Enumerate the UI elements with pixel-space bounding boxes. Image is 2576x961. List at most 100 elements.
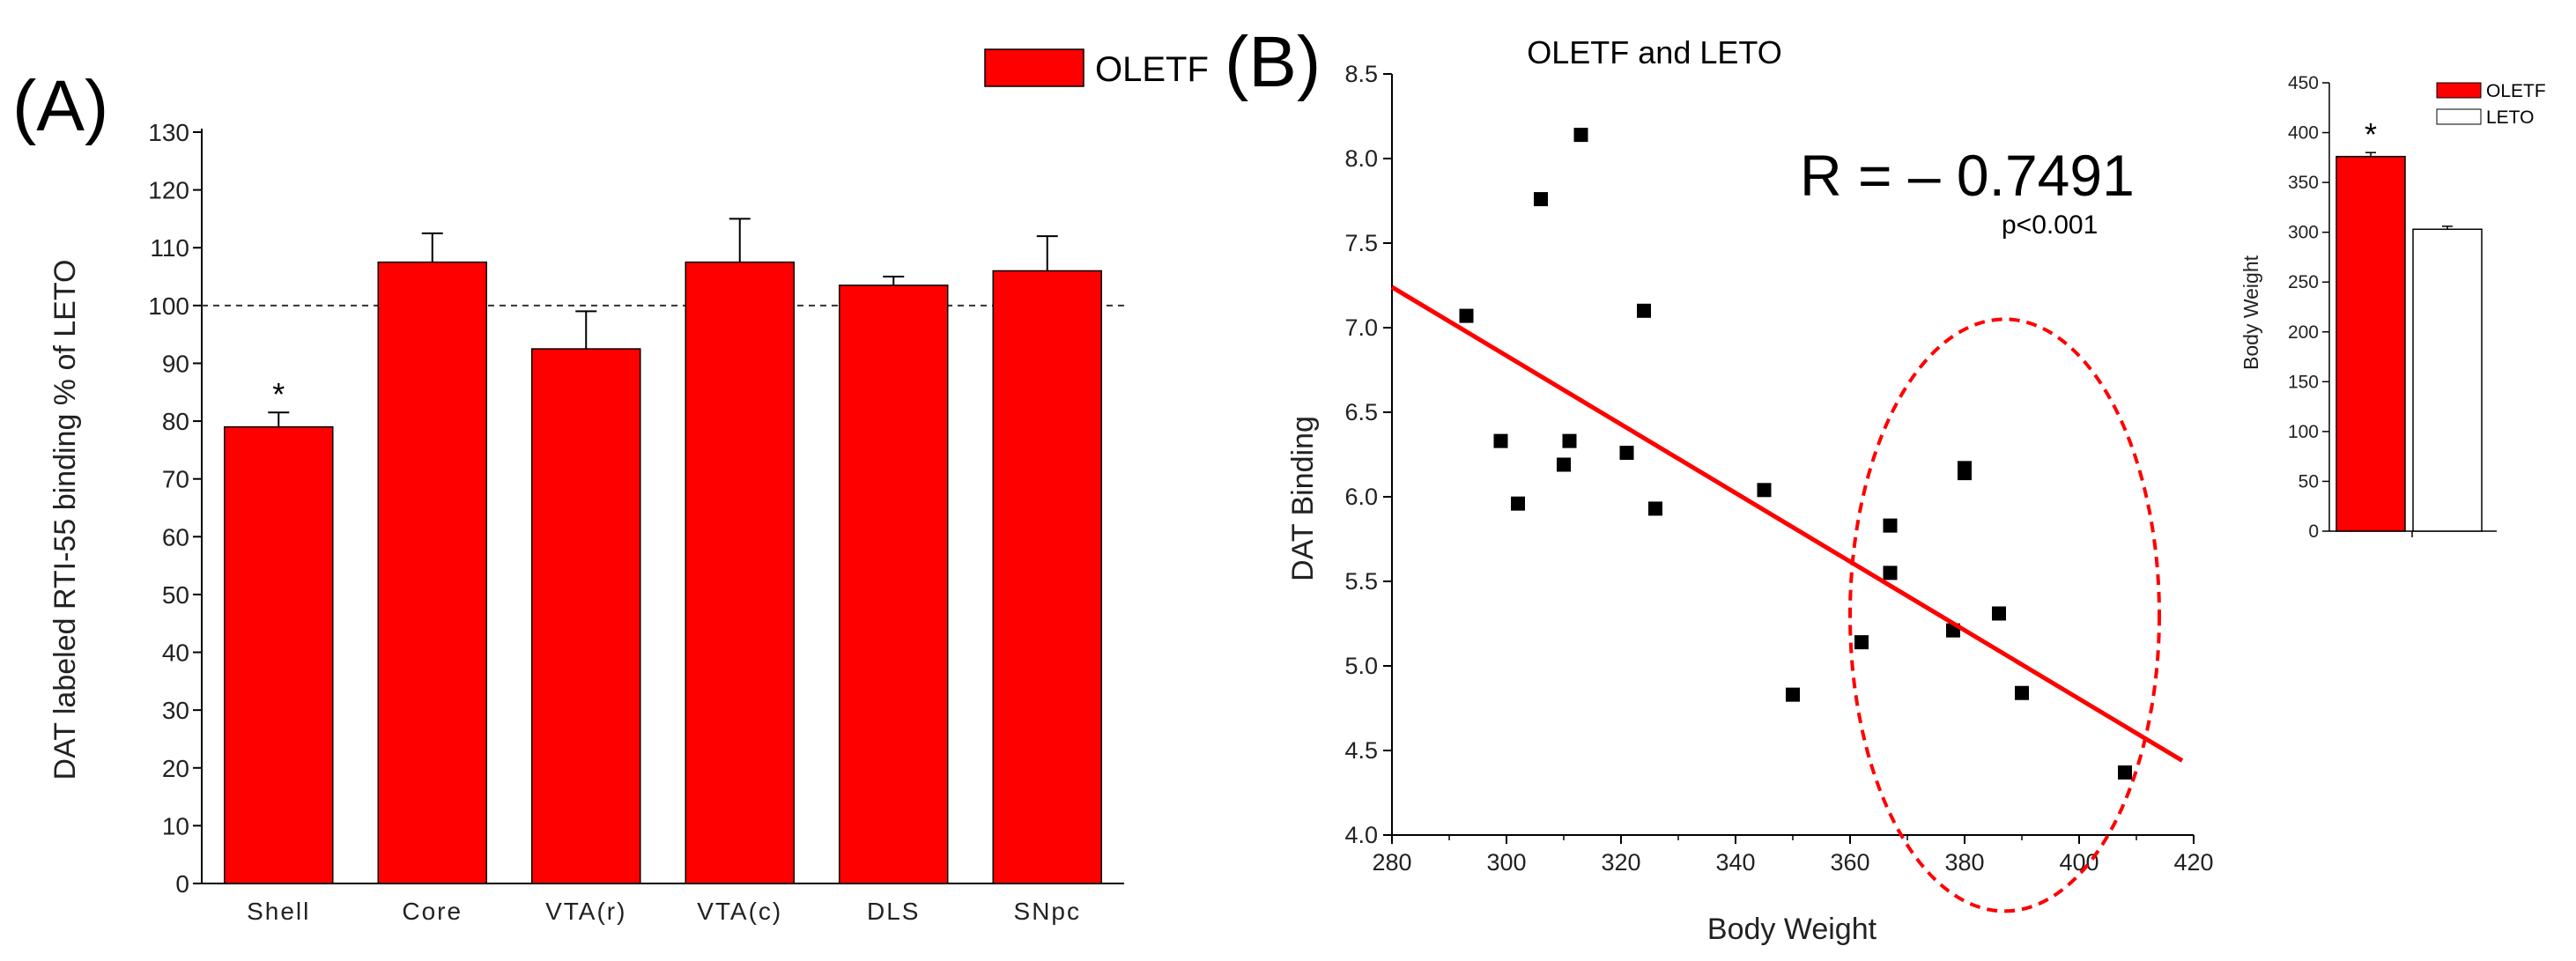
data-point <box>1511 496 1525 511</box>
data-point <box>2015 685 2029 700</box>
inset-ylabel: Body Weight <box>2239 255 2262 370</box>
panel-b-ytick-label: 7.0 <box>1344 314 1378 341</box>
panel-b-xtick-label: 400 <box>2059 849 2099 876</box>
panel-a-xtick-label: VTA(r) <box>545 898 626 925</box>
inset-ytick-label: 250 <box>2288 272 2319 292</box>
inset-ytick-label: 350 <box>2288 173 2319 193</box>
inset-axes: 0 50 100 150 200 250 300 350 400 450 <box>2288 73 2497 542</box>
panel-a-ytick-label: 90 <box>162 350 189 377</box>
panel-b-label: (B) <box>1225 22 1321 102</box>
data-point <box>1854 635 1869 650</box>
panel-a-label: (A) <box>12 66 108 146</box>
inset-bars: * <box>2335 116 2483 532</box>
panel-a-ytick-label: 130 <box>148 119 189 146</box>
panel-b-ytick-label: 6.0 <box>1344 484 1378 510</box>
panel-a-ytick-label: 40 <box>162 639 189 667</box>
data-point <box>1534 192 1548 207</box>
data-point <box>1992 606 2006 621</box>
inset-ytick-label: 100 <box>2288 422 2319 442</box>
panel-a-bars: Shell * Core VTA(r) VTA(c) DLS SNpc <box>224 218 1102 925</box>
panel-a-ytick-label: 120 <box>148 177 189 204</box>
panel-b-ytick-label: 6.5 <box>1344 399 1378 425</box>
panel-a-xtick-label: VTA(c) <box>697 898 782 925</box>
panel-b-axes: 280 300 320 340 360 380 400 420 4.0 4.5 5.0 5.5 6.0 6… <box>1344 61 2213 876</box>
panel-a-ytick-label: 80 <box>162 408 189 435</box>
panel-b-ytick-label: 5.0 <box>1344 653 1378 679</box>
panel-b-title: OLETF and LETO <box>1527 34 1781 70</box>
panel-b-xtick-label: 420 <box>2173 849 2213 876</box>
panel-a-ytick-label: 100 <box>148 292 189 320</box>
panel-b-xtick-label: 360 <box>1830 849 1869 876</box>
panel-b-xtick-label: 300 <box>1486 849 1526 876</box>
panel-b-ytick-label: 7.5 <box>1344 230 1378 256</box>
data-point <box>1637 303 1651 318</box>
data-point <box>1958 461 1972 476</box>
panel-b-ytick-label: 8.5 <box>1344 61 1378 87</box>
bar-vtac <box>685 261 795 884</box>
data-point <box>1883 518 1898 533</box>
data-point <box>1786 687 1800 702</box>
inset-legend-label-leto: LETO <box>2486 107 2534 128</box>
data-point <box>1883 566 1898 580</box>
panel-b-ytick-label: 5.5 <box>1344 568 1378 595</box>
panel-a-legend: OLETF <box>984 48 1209 89</box>
panel-a-ytick-label: 10 <box>162 812 189 839</box>
correlation-p-value: p<0.001 <box>2002 211 2098 240</box>
data-point <box>2118 765 2132 780</box>
panel-b-xtick-label: 320 <box>1601 849 1640 876</box>
panel-b-ylabel: DAT Binding <box>1286 416 1320 581</box>
data-point <box>1459 308 1474 323</box>
panel-a-ytick-label: 0 <box>175 870 189 898</box>
panel-a-ytick-label: 30 <box>162 697 189 724</box>
panel-b-chart: (B) OLETF and LETO R = – 0.7491 p<0.001 … <box>1225 22 2546 946</box>
inset-legend-swatch-leto <box>2436 108 2482 125</box>
inset-ytick-label: 400 <box>2288 123 2319 144</box>
inset-significance-star: * <box>2365 116 2377 152</box>
panel-a-xtick-label: Core <box>402 898 463 925</box>
correlation-r-value: R = – 0.7491 <box>1800 143 2135 208</box>
inset-legend-label-oletf: OLETF <box>2486 81 2546 101</box>
data-point <box>1562 433 1577 448</box>
bar-dls <box>839 285 949 884</box>
inset-bar-leto <box>2412 228 2483 532</box>
highlight-circle <box>1848 317 2161 913</box>
bar-snpc <box>992 270 1102 884</box>
bar-vtar <box>531 348 641 884</box>
inset-ytick-label: 200 <box>2288 322 2319 343</box>
panel-b-ytick-label: 4.0 <box>1344 822 1378 848</box>
panel-b-ytick-label: 8.0 <box>1344 145 1378 172</box>
panel-b-xtick-label: 340 <box>1715 849 1755 876</box>
inset-bar-oletf <box>2335 155 2406 532</box>
data-point <box>1757 483 1772 498</box>
data-point <box>1493 433 1508 448</box>
panel-b-ytick-label: 4.5 <box>1344 737 1378 764</box>
inset-ytick-label: 50 <box>2298 471 2319 492</box>
data-point <box>1573 128 1588 143</box>
inset-legend-swatch-oletf <box>2436 82 2482 99</box>
data-point <box>1557 457 1571 472</box>
panel-a-axes: 0 10 20 30 40 50 60 70 80 90 100 110 120 130 <box>148 119 1124 898</box>
panel-a-ylabel: DAT labeled RTI-55 binding % of LETO <box>48 260 82 780</box>
panel-b-xlabel: Body Weight <box>1707 913 1877 946</box>
panel-a-ytick-label: 70 <box>162 466 189 493</box>
panel-a-ytick-label: 60 <box>162 523 189 551</box>
panel-a-xtick-label: SNpc <box>1014 898 1081 925</box>
legend-swatch-oletf <box>984 48 1084 87</box>
inset-ytick-label: 0 <box>2308 521 2319 542</box>
inset-ytick-label: 450 <box>2288 73 2319 93</box>
panel-a-xtick-label: Shell <box>247 898 310 925</box>
panel-b-xtick-label: 280 <box>1372 849 1411 876</box>
bar-shell <box>224 425 334 884</box>
inset-ytick-label: 300 <box>2288 223 2319 243</box>
data-point <box>1648 501 1662 516</box>
data-point <box>1619 446 1634 461</box>
panel-a-ytick-label: 20 <box>162 755 189 782</box>
significance-star: * <box>272 376 285 412</box>
regression-line <box>1390 285 2184 763</box>
panel-b-marks <box>1390 128 2184 913</box>
panel-a-xtick-label: DLS <box>867 898 920 925</box>
inset-ytick-label: 150 <box>2288 372 2319 392</box>
panel-a-chart: (A) OLETF DAT labeled RTI-55 binding % o… <box>12 48 1209 925</box>
inset-legend: OLETF LETO <box>2436 81 2546 128</box>
